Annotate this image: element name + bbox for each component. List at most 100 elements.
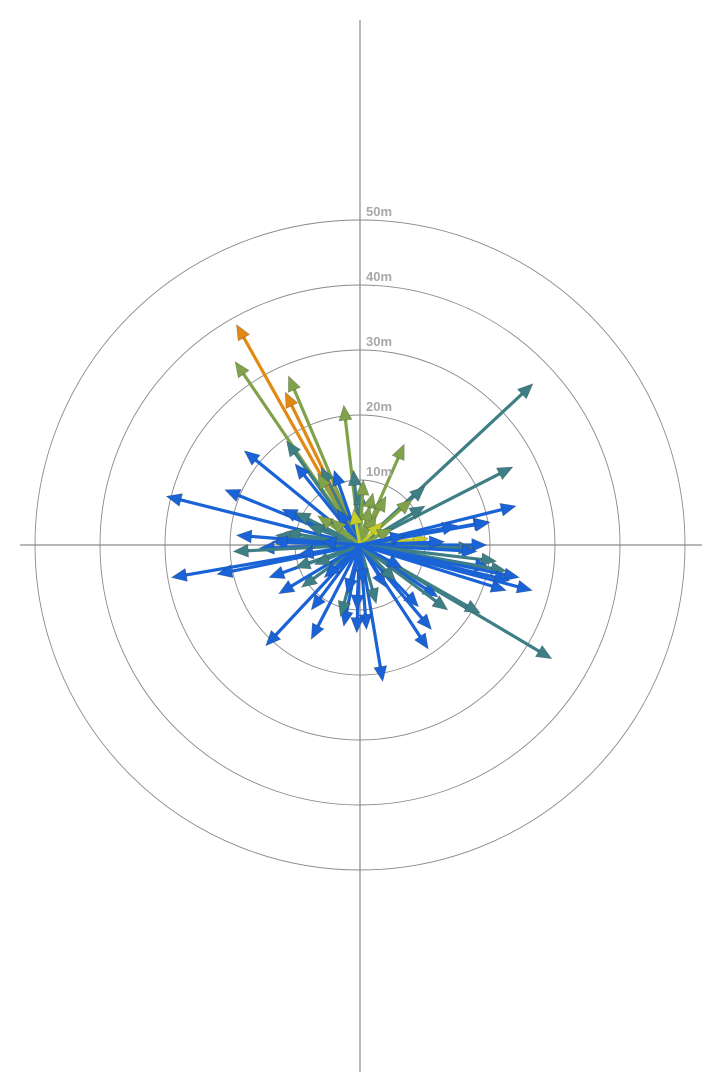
vector-arrow [349, 508, 364, 547]
vector-head [271, 535, 288, 550]
vector-head [355, 568, 369, 585]
vector-head [268, 565, 286, 579]
range-ring-40 [99, 284, 621, 806]
vector-arrow [278, 543, 362, 595]
vector-head [480, 552, 498, 567]
vector-head [332, 469, 346, 487]
vector-head [373, 665, 388, 683]
ring-label-20: 20m [366, 399, 392, 414]
vector-shaft [358, 543, 495, 589]
vector-head [495, 466, 514, 481]
vector-head [323, 562, 341, 579]
vector-head [310, 593, 326, 611]
vector-head [294, 512, 312, 526]
vector-head [358, 613, 373, 631]
vector-arrow [330, 518, 362, 547]
ring-label-10: 10m [366, 464, 392, 479]
vector-head [300, 572, 318, 588]
vector-head [347, 469, 362, 487]
vector-head [471, 538, 488, 552]
vector-shaft [358, 543, 388, 573]
vector-head [297, 545, 315, 560]
vector-head [385, 554, 403, 569]
vector-head [416, 613, 432, 631]
vector-head [349, 508, 364, 526]
vector-shaft [301, 472, 362, 547]
vector-arrow [358, 543, 403, 569]
vector-arrow [358, 535, 446, 550]
ring-label-30: 30m [366, 334, 392, 349]
vector-head [359, 505, 373, 523]
vector-shaft [273, 543, 362, 638]
vector-head [463, 599, 481, 614]
vector-head [216, 564, 234, 578]
vector-head [294, 463, 310, 481]
vector-head [294, 556, 312, 570]
vector-shaft [358, 543, 392, 563]
vector-head [313, 552, 332, 565]
vector-head [235, 529, 253, 544]
ring-label-50: 50m [366, 204, 392, 219]
vector-arrow [355, 543, 369, 585]
vector-head [499, 502, 517, 517]
vector-head [286, 440, 302, 458]
vector-shaft [317, 543, 362, 601]
vector-head [234, 361, 250, 379]
vector-shaft [358, 540, 433, 547]
vector-head [258, 540, 275, 555]
vector-arrow [323, 543, 362, 579]
vector-head [338, 404, 353, 422]
vector-head [391, 443, 405, 462]
vector-head [236, 323, 251, 342]
vector-head [307, 524, 325, 538]
vector-arrow [358, 543, 449, 611]
range-ring-30 [164, 349, 556, 741]
vector-head [372, 495, 387, 514]
vector-head [344, 577, 358, 595]
vector-head [317, 472, 332, 491]
vector-head [265, 629, 282, 647]
grid [20, 20, 702, 1072]
vector-shaft [336, 481, 362, 547]
vector-head [355, 479, 370, 496]
vector-head [310, 622, 325, 640]
vector-head [232, 543, 249, 558]
range-ring-20 [229, 414, 491, 676]
vector-head [380, 565, 397, 582]
vector-shaft [332, 543, 362, 571]
vector-head [461, 543, 478, 558]
vector-shaft [315, 543, 362, 629]
vector-shaft [339, 526, 362, 547]
vector-head [350, 594, 365, 611]
vector-head [389, 531, 407, 546]
vector-shaft [358, 543, 383, 670]
range-ring-50 [34, 219, 686, 871]
vector-arrow [313, 543, 362, 565]
vector-shaft [325, 543, 362, 561]
vector-arrow [165, 493, 362, 547]
vector-head [473, 518, 491, 532]
vector-head [339, 609, 354, 627]
vector-shaft [332, 541, 362, 547]
vector-shaft [309, 543, 362, 555]
vector-head [365, 586, 379, 605]
vector-head [165, 493, 183, 507]
vector-shaft [288, 543, 362, 589]
vector-head [170, 568, 188, 582]
vector-head [336, 508, 352, 526]
vector-arrow [310, 543, 362, 640]
vector-arrow [358, 543, 397, 582]
vector-shaft [358, 543, 364, 573]
vector-head [414, 632, 429, 650]
vector-head [350, 617, 365, 634]
vector-shaft [348, 543, 362, 583]
vector-head [431, 595, 449, 611]
vector-head [515, 579, 533, 594]
vector-head [288, 375, 301, 393]
vector-head [243, 450, 261, 466]
vector-arrow [358, 543, 507, 593]
vector-head [408, 485, 426, 502]
vector-arrow [358, 543, 388, 683]
vector-arrow [310, 543, 362, 611]
vector-arrow [320, 536, 362, 550]
